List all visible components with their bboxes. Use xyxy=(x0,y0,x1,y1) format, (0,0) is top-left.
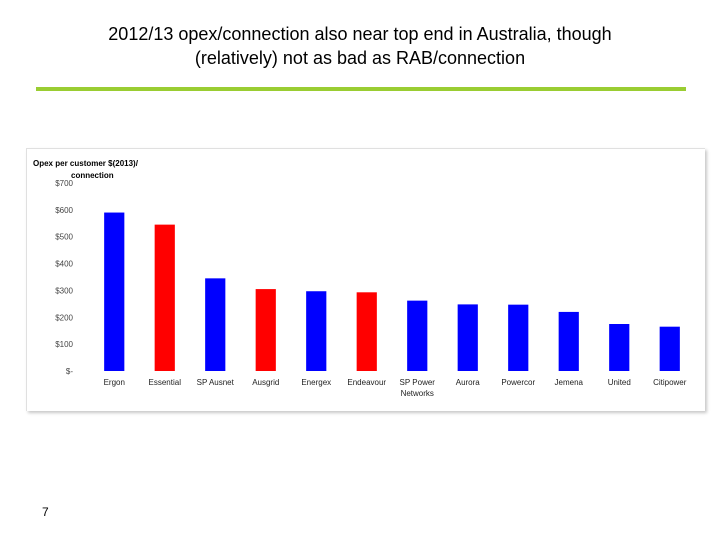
bar-energex xyxy=(306,291,327,371)
title-divider xyxy=(36,87,686,91)
bars xyxy=(104,212,680,371)
x-tick-label: SP Power xyxy=(400,378,436,387)
bar-essential xyxy=(154,224,175,371)
x-tick-label: United xyxy=(608,378,631,387)
bar-united xyxy=(609,324,630,371)
slide-title-line-2: (relatively) not as bad as RAB/connectio… xyxy=(194,48,526,68)
x-axis-labels: Ergon Essential SP Ausnet Ausgrid Energex End… xyxy=(104,378,687,398)
bar-ausgrid xyxy=(255,289,276,371)
x-tick-label: Ausgrid xyxy=(252,378,279,387)
y-tick-label: $600 xyxy=(55,206,73,215)
x-tick-label: Aurora xyxy=(456,378,481,387)
bar-ergon xyxy=(104,212,125,371)
bar-chart: Opex per customer $(2013)/ connection $-… xyxy=(26,148,705,411)
x-tick-label: Ergon xyxy=(104,378,125,387)
y-tick-label: $- xyxy=(66,367,73,376)
x-tick-label: Energex xyxy=(301,378,331,387)
y-tick-label: $700 xyxy=(55,179,73,188)
x-tick-label: Essential xyxy=(149,378,182,387)
bar-endeavour xyxy=(356,292,377,371)
x-tick-label: Citipower xyxy=(653,378,687,387)
y-axis-title-line-2: connection xyxy=(71,171,114,180)
bar-citipower xyxy=(659,326,680,371)
y-axis: $- $100 $200 $300 $400 $500 $600 $700 xyxy=(55,179,73,376)
x-tick-label: Powercor xyxy=(501,378,535,387)
x-tick-label: Endeavour xyxy=(347,378,386,387)
y-tick-label: $400 xyxy=(55,260,73,269)
bar-jemena xyxy=(558,311,579,371)
y-tick-label: $200 xyxy=(55,313,73,322)
slide-title: 2012/13 opex/connection also near top en… xyxy=(40,22,680,70)
x-tick-label: SP Ausnet xyxy=(197,378,235,387)
x-tick-label: Networks xyxy=(401,389,434,398)
y-tick-label: $500 xyxy=(55,233,73,242)
bar-powercor xyxy=(508,304,529,371)
chart-canvas: Opex per customer $(2013)/ connection $-… xyxy=(33,159,687,398)
bar-sp-ausnet xyxy=(205,278,226,371)
bar-sp-power-networks xyxy=(407,300,428,371)
bar-aurora xyxy=(457,304,478,371)
y-tick-label: $300 xyxy=(55,286,73,295)
y-axis-title-line-1: Opex per customer $(2013)/ xyxy=(33,159,139,168)
y-tick-label: $100 xyxy=(55,340,73,349)
slide-title-line-1: 2012/13 opex/connection also near top en… xyxy=(108,24,612,44)
page-number: 7 xyxy=(42,505,49,519)
x-tick-label: Jemena xyxy=(555,378,584,387)
